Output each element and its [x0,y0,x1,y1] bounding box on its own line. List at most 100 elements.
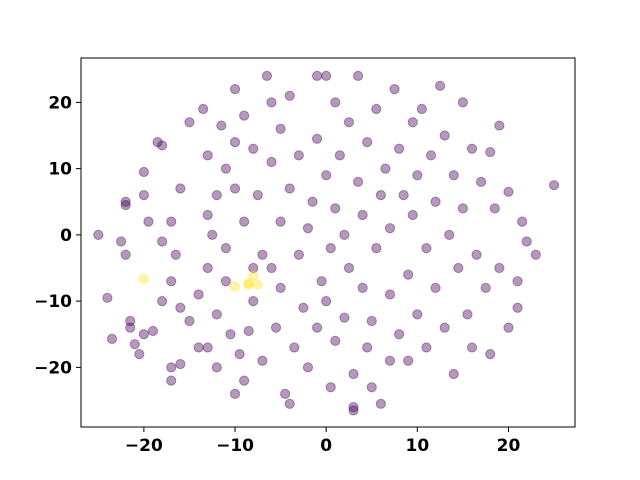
point [202,342,213,353]
point [252,279,263,290]
point [207,229,218,240]
point [157,236,168,247]
point [480,282,491,293]
point [416,103,427,115]
point [439,322,450,333]
point [421,243,432,254]
point [157,140,168,151]
point [439,130,450,141]
point [494,120,505,131]
point [462,309,473,320]
point [403,269,414,280]
point [430,282,441,293]
point [175,183,186,194]
point [398,190,409,201]
point [284,183,295,194]
point [503,322,514,333]
point [243,278,254,289]
point [425,150,437,161]
plot-frame [80,57,576,428]
point [403,355,414,366]
point [93,229,104,240]
point [239,216,250,227]
point [138,274,149,285]
point [284,90,295,101]
point [157,296,168,307]
y-tick-label: −20 [34,358,72,378]
point [517,216,528,227]
point [229,183,241,194]
point [330,97,341,108]
point [393,143,405,154]
point [521,236,532,247]
point [225,329,236,340]
point [339,312,350,323]
point [293,150,304,161]
point [120,249,131,260]
point [485,349,496,360]
x-tick-label: 0 [320,436,332,456]
point [412,309,423,320]
point [239,110,250,121]
point [120,196,131,207]
point [243,279,254,290]
point [366,315,377,327]
point [512,276,523,287]
x-tick-label: −10 [216,436,254,456]
point [325,243,336,254]
point [334,150,345,161]
point [325,382,336,393]
point [248,296,259,307]
point [489,203,500,214]
point [261,70,273,81]
point [129,339,140,350]
point [220,276,232,287]
point [389,84,400,95]
point [229,84,241,95]
point [248,143,259,154]
x-tick-label: 10 [405,436,429,456]
point [234,349,245,360]
point [125,315,136,327]
point [448,368,459,380]
point [289,342,300,353]
point [366,382,377,393]
point [485,146,496,158]
point [466,143,478,154]
point [166,276,177,287]
point [343,262,355,274]
point [380,163,391,174]
point [198,103,209,115]
point [321,296,332,307]
point [248,262,259,274]
point [252,190,263,201]
point [375,190,386,201]
point [216,120,227,131]
point [343,117,355,128]
point [384,289,396,300]
point [211,190,222,201]
point [384,355,396,366]
point [125,322,136,333]
point [476,176,487,187]
point [138,190,149,201]
point [193,342,204,353]
point [311,133,323,144]
point [375,398,386,409]
point [166,216,177,227]
point [302,223,314,234]
point [175,358,186,370]
point [371,243,382,254]
point [248,270,259,282]
point [444,229,455,240]
point [339,229,350,240]
point [453,262,464,274]
point [457,97,468,108]
point [384,223,396,234]
point [220,243,232,254]
point [530,249,541,260]
point [435,80,446,91]
point [321,170,332,181]
point [298,302,309,313]
